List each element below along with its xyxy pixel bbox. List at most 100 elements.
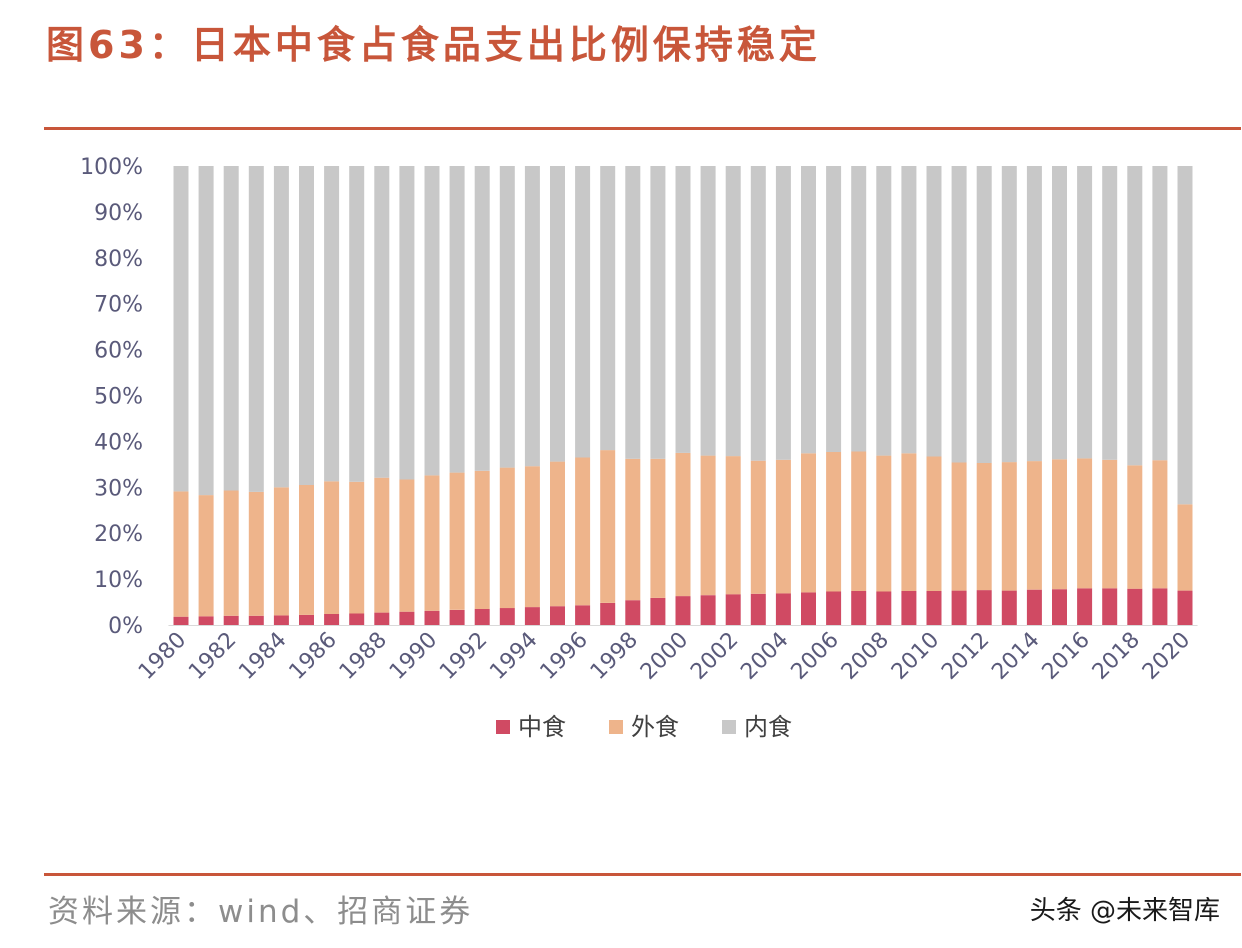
bar-segment-2012-s0: [976, 590, 992, 625]
legend: 中食 外食 内食: [496, 713, 792, 741]
bar-segment-2003-s0: [750, 593, 766, 625]
bar-segment-2000-s0: [675, 596, 691, 625]
bar-segment-2014-s0: [1026, 589, 1042, 625]
bar-segment-1994-s2: [524, 166, 540, 467]
bar-segment-1986-s0: [324, 614, 340, 625]
bar-segment-1996-s2: [575, 166, 591, 458]
bar-segment-2018-s2: [1127, 166, 1143, 466]
bar-segment-1997-s1: [600, 450, 616, 603]
x-tick-label: 1988: [335, 628, 392, 685]
legend-label-1: 外食: [631, 713, 679, 741]
bar-segment-1992-s1: [474, 470, 490, 609]
bar-segment-1984-s0: [273, 615, 289, 625]
bar-segment-1995-s0: [550, 606, 565, 625]
bar-segment-1992-s2: [474, 166, 490, 471]
bar-segment-2010-s1: [926, 456, 942, 591]
bar-segment-2000-s2: [675, 166, 691, 453]
bar-segment-1985-s2: [299, 166, 314, 485]
legend-label-0: 中食: [518, 713, 566, 741]
bar-segment-1990-s0: [424, 610, 440, 625]
x-tick-label: 2002: [686, 628, 743, 685]
bar-segment-2002-s0: [725, 594, 741, 625]
bar-segment-2015-s1: [1052, 459, 1067, 590]
x-tick-label: 1994: [485, 628, 542, 685]
bar-segment-2018-s0: [1127, 588, 1143, 625]
bar-segment-2002-s2: [725, 166, 741, 457]
bar-segment-2013-s1: [1001, 462, 1017, 591]
bar-segment-2000-s1: [675, 452, 691, 597]
bar-segment-1993-s0: [499, 608, 515, 625]
bar-segment-1994-s0: [524, 607, 540, 625]
bar-segment-2009-s2: [901, 166, 917, 454]
bar-segment-2001-s0: [700, 595, 716, 625]
bar-segment-1989-s2: [399, 166, 415, 480]
bar-segment-1981-s0: [198, 616, 214, 625]
x-tick-label: 1996: [536, 628, 593, 685]
y-tick-label: 40%: [94, 430, 143, 455]
bar-segment-1991-s1: [449, 472, 465, 610]
bar-segment-2020-s2: [1177, 166, 1193, 505]
stacked-bar-chart: 0% 10% 20% 30% 40% 50% 60% 70% 80% 90% 100% 198019…: [80, 155, 1198, 741]
bar-segment-1999-s2: [650, 166, 666, 459]
bar-segment-1983-s0: [248, 615, 264, 625]
bar-segment-2016-s0: [1077, 588, 1093, 625]
bar-segment-2019-s0: [1152, 588, 1168, 625]
bar-segment-1990-s2: [424, 166, 440, 476]
bar-segment-1993-s2: [499, 166, 515, 468]
bar-segment-2019-s1: [1152, 460, 1168, 589]
x-tick-label: 2008: [837, 628, 894, 685]
bar-segment-1993-s1: [499, 467, 515, 609]
bar-segment-2008-s1: [876, 455, 892, 592]
bar-segment-2011-s1: [951, 462, 967, 591]
bar-segment-1995-s1: [550, 461, 565, 607]
bar-segment-2020-s0: [1177, 590, 1193, 625]
bar-segment-2011-s2: [951, 166, 967, 463]
bar-segment-1983-s2: [248, 166, 264, 492]
bar-segment-2017-s2: [1102, 166, 1118, 460]
bar-segment-2017-s1: [1102, 459, 1118, 589]
bar-segment-1984-s2: [273, 166, 289, 488]
bar-segment-1998-s1: [625, 458, 641, 601]
bar-segment-2014-s1: [1026, 461, 1042, 590]
y-tick-label: 60%: [94, 339, 143, 364]
y-tick-label: 70%: [94, 293, 143, 318]
bar-segment-1980-s0: [173, 616, 189, 625]
x-tick-label: 2006: [787, 628, 844, 685]
bar-segment-2012-s1: [976, 463, 992, 591]
bar-segment-1998-s2: [625, 166, 641, 459]
x-tick-label: 1990: [385, 628, 442, 685]
bar-segment-1980-s1: [173, 491, 189, 617]
bar-segment-1998-s0: [625, 600, 641, 625]
bar-segment-1987-s1: [349, 481, 365, 614]
bar-segment-2005-s0: [801, 592, 816, 625]
bar-segment-2008-s0: [876, 591, 892, 625]
bar-segment-2002-s1: [725, 456, 741, 595]
x-tick-label: 2016: [1038, 628, 1095, 685]
bar-segment-1999-s1: [650, 458, 666, 598]
bar-segment-2013-s0: [1001, 590, 1017, 625]
bar-segment-2015-s2: [1052, 166, 1067, 460]
bar-segment-1989-s1: [399, 479, 415, 612]
bar-segment-2018-s1: [1127, 465, 1143, 589]
bar-segment-2004-s2: [775, 166, 791, 460]
bar-segment-2020-s1: [1177, 504, 1193, 591]
bar-segment-1981-s2: [198, 166, 214, 496]
bar-segment-1996-s1: [575, 457, 591, 606]
x-tick-label: 2020: [1138, 628, 1195, 685]
bar-segment-1996-s0: [575, 605, 591, 625]
bar-segment-2008-s2: [876, 166, 892, 456]
bar-segment-2004-s1: [775, 459, 791, 594]
bar-segment-1991-s0: [449, 609, 465, 625]
bar-segment-2005-s2: [801, 166, 816, 454]
bar-segment-2012-s2: [976, 166, 992, 463]
x-tick-label: 1986: [285, 628, 342, 685]
bar-segment-1985-s0: [299, 614, 314, 625]
bar-segment-1986-s1: [324, 481, 340, 614]
bar-segment-1999-s0: [650, 597, 666, 625]
x-tick-label: 1992: [435, 628, 492, 685]
bar-segment-2006-s2: [826, 166, 842, 452]
bar-segment-2003-s1: [750, 460, 766, 594]
x-tick-label: 2010: [887, 628, 944, 685]
x-tick-label: 1982: [184, 628, 241, 685]
bottom-divider: [44, 873, 1241, 876]
